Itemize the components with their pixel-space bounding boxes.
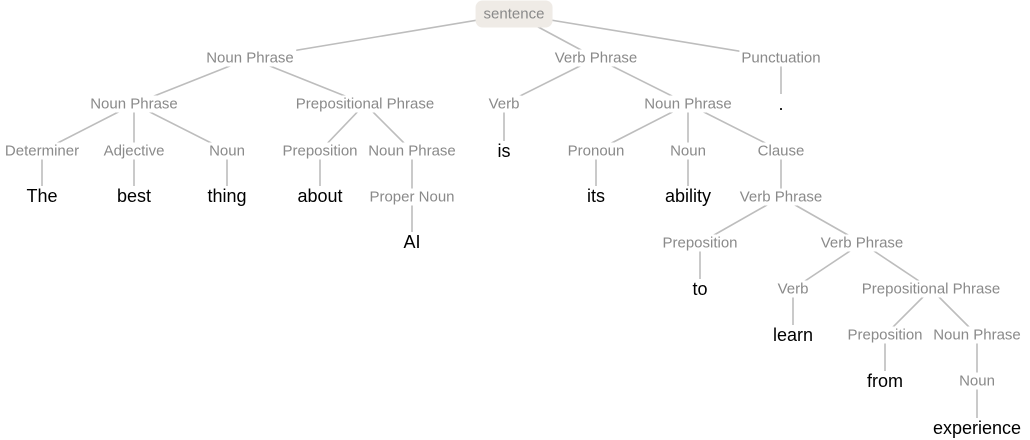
- node-np4: Noun Phrase: [642, 95, 734, 113]
- node-v1: Verb: [486, 95, 522, 113]
- word-w_is: is: [495, 141, 513, 161]
- node-cl: Clause: [755, 142, 807, 160]
- word-w_ai: AI: [401, 232, 423, 252]
- node-n2: Noun: [668, 142, 708, 160]
- word-w_experience: experience: [930, 418, 1024, 438]
- word-w_period: .: [776, 94, 786, 114]
- node-v2: Verb: [775, 280, 811, 298]
- node-np1: Noun Phrase: [204, 49, 296, 67]
- node-n1: Noun: [207, 142, 247, 160]
- node-pu1: Punctuation: [739, 49, 823, 67]
- node-np2: Noun Phrase: [88, 95, 180, 113]
- word-w_the: The: [24, 186, 60, 206]
- node-prep3: Preposition: [845, 326, 925, 344]
- node-prep1: Preposition: [280, 142, 360, 160]
- node-vp2: Verb Phrase: [737, 188, 825, 206]
- word-w_about: about: [295, 186, 345, 206]
- word-w_its: its: [585, 186, 607, 206]
- word-w_thing: thing: [205, 186, 249, 206]
- node-np5: Noun Phrase: [931, 326, 1023, 344]
- word-w_from: from: [865, 371, 905, 391]
- word-w_ability: ability: [662, 186, 714, 206]
- node-vp3: Verb Phrase: [818, 234, 906, 252]
- node-det: Determiner: [2, 142, 82, 160]
- word-w_learn: learn: [770, 325, 816, 345]
- edge-s-pu1: [513, 13, 782, 59]
- node-vp1: Verb Phrase: [552, 49, 640, 67]
- node-pro: Pronoun: [565, 142, 627, 160]
- node-n3: Noun: [957, 372, 997, 390]
- node-pp2: Prepositional Phrase: [859, 280, 1003, 298]
- node-prep2: Preposition: [660, 234, 740, 252]
- node-adj: Adjective: [101, 142, 167, 160]
- node-np3: Noun Phrase: [366, 142, 458, 160]
- word-w_best: best: [114, 186, 154, 206]
- node-pp1: Prepositional Phrase: [293, 95, 437, 113]
- node-pn: Proper Noun: [367, 188, 457, 206]
- root-node-s: sentence: [475, 0, 553, 28]
- word-w_to: to: [690, 279, 710, 299]
